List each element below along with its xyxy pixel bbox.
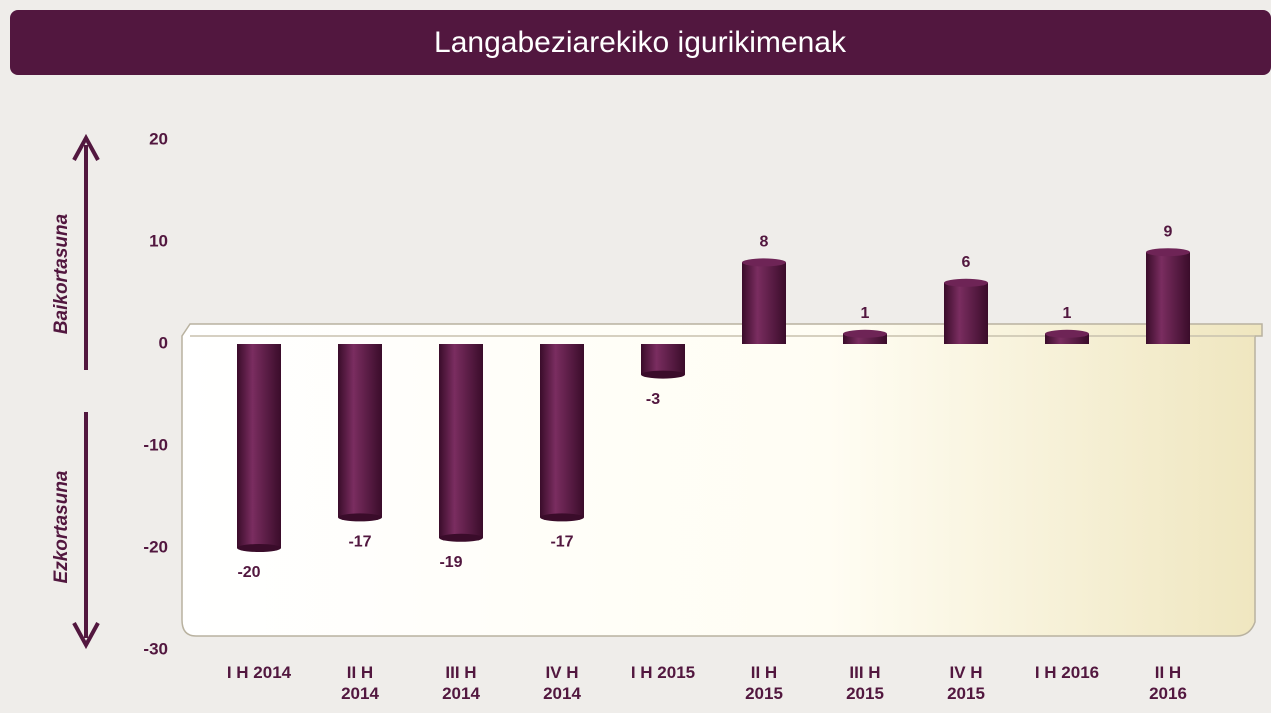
bar-body [742,262,786,344]
bar-body [1146,252,1190,344]
y-tick-label: -10 [143,435,168,454]
bar-cap [843,329,887,338]
annotation: Baikortasuna [51,213,72,334]
bar-body [1045,333,1089,344]
y-tick-label: -30 [143,639,168,658]
bar-cap [742,258,786,267]
data-label: 1 [861,305,870,322]
bar [843,329,887,344]
bar-cap [641,370,685,379]
y-tick-label: 0 [159,333,168,352]
chart-title: Langabeziarekiko igurikimenak [434,26,847,59]
bar [338,344,382,522]
data-label: 8 [760,234,769,251]
x-tick-label: I H 2016 [1034,663,1100,682]
x-tick-label: I H 2015 [630,663,696,682]
bar [237,344,281,552]
x-tick-label: II H 2014 [341,663,379,703]
bar [641,344,685,379]
data-label: -17 [348,534,371,551]
bar-cap [944,278,988,287]
bar [439,344,483,542]
bar-body [641,344,685,375]
bar-cap [439,533,483,542]
bar [944,278,988,344]
bar-body [237,344,281,548]
bar [1045,329,1089,344]
x-tick-label: IV H 2015 [947,663,985,703]
bar-body [944,282,988,344]
x-tick-label: III H 2014 [442,663,480,703]
bar-body [439,344,483,538]
x-tick-label: II H 2016 [1149,663,1187,703]
bar-body [338,344,382,518]
bar [742,258,786,344]
x-tick-label: IV H 2014 [543,663,581,703]
y-tick-label: 10 [149,231,168,250]
bar-body [843,333,887,344]
x-tick-label: I H 2014 [226,663,292,682]
arrow-head [72,133,100,161]
x-tick-label: III H 2015 [846,663,884,703]
x-tick-label: II H 2015 [745,663,783,703]
title-bar [10,10,1271,75]
bar-cap [1045,329,1089,338]
arrow-head [72,622,100,650]
data-label: 6 [962,254,971,271]
data-label: -20 [237,564,260,581]
y-tick-label: -20 [143,537,168,556]
bar [540,344,584,522]
bar [1146,248,1190,344]
y-tick-label: 20 [149,129,168,148]
data-label: -17 [550,534,573,551]
data-label: -3 [646,391,660,408]
bar-cap [1146,248,1190,257]
data-label: -19 [439,554,462,571]
bar-body [540,344,584,518]
data-label: 9 [1164,223,1173,240]
annotation: Ezkortasuna [51,470,72,583]
bar-cap [540,513,584,522]
bar-cap [338,513,382,522]
data-label: 1 [1063,305,1072,322]
bar-cap [237,544,281,552]
